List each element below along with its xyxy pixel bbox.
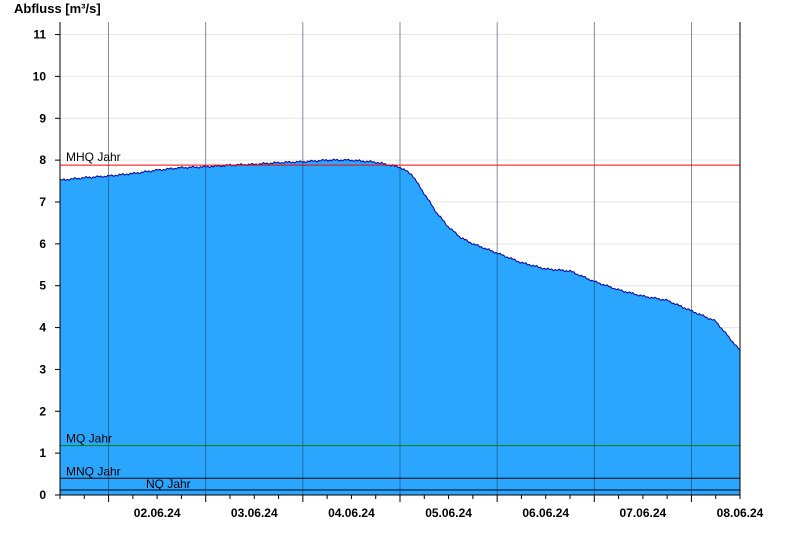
x-tick-label: 07.06.24 xyxy=(619,506,666,520)
y-tick-label: 9 xyxy=(39,111,46,125)
y-tick-label: 8 xyxy=(39,153,46,167)
y-tick-label: 4 xyxy=(39,321,46,335)
x-tick-label: 02.06.24 xyxy=(134,506,181,520)
reference-line-label: MHQ Jahr xyxy=(66,150,121,164)
reference-line-label: NQ Jahr xyxy=(146,477,191,491)
y-tick-label: 0 xyxy=(39,488,46,502)
reference-line-layer: MHQ Jahr MQ Jahr MNQ Jahr NQ Jahr xyxy=(60,150,740,491)
reference-line-label: MNQ Jahr xyxy=(66,464,121,478)
x-tick-label: 06.06.24 xyxy=(522,506,569,520)
axis-layer: 0 1 2 3 4 5 6 7 8 9 10 11 02.06.24 03.06.24 04.06.24 05… xyxy=(33,22,764,520)
x-tick-label: 08.06.24 xyxy=(717,506,764,520)
y-tick-label: 10 xyxy=(33,69,47,83)
y-tick-label: 5 xyxy=(39,279,46,293)
y-tick-label: 3 xyxy=(39,362,46,376)
x-tick-label: 03.06.24 xyxy=(231,506,278,520)
y-tick-label: 2 xyxy=(39,404,46,418)
y-tick-label: 6 xyxy=(39,237,46,251)
x-tick-label: 05.06.24 xyxy=(425,506,472,520)
x-tick-label: 04.06.24 xyxy=(328,506,375,520)
y-axis-label: Abfluss [m³/s] xyxy=(14,1,101,16)
reference-line-label: MQ Jahr xyxy=(66,432,112,446)
y-tick-label: 11 xyxy=(33,28,46,42)
day-divider-layer xyxy=(108,22,692,495)
y-tick-label: 1 xyxy=(39,446,46,460)
y-tick-label: 7 xyxy=(39,195,46,209)
discharge-line xyxy=(59,158,741,351)
